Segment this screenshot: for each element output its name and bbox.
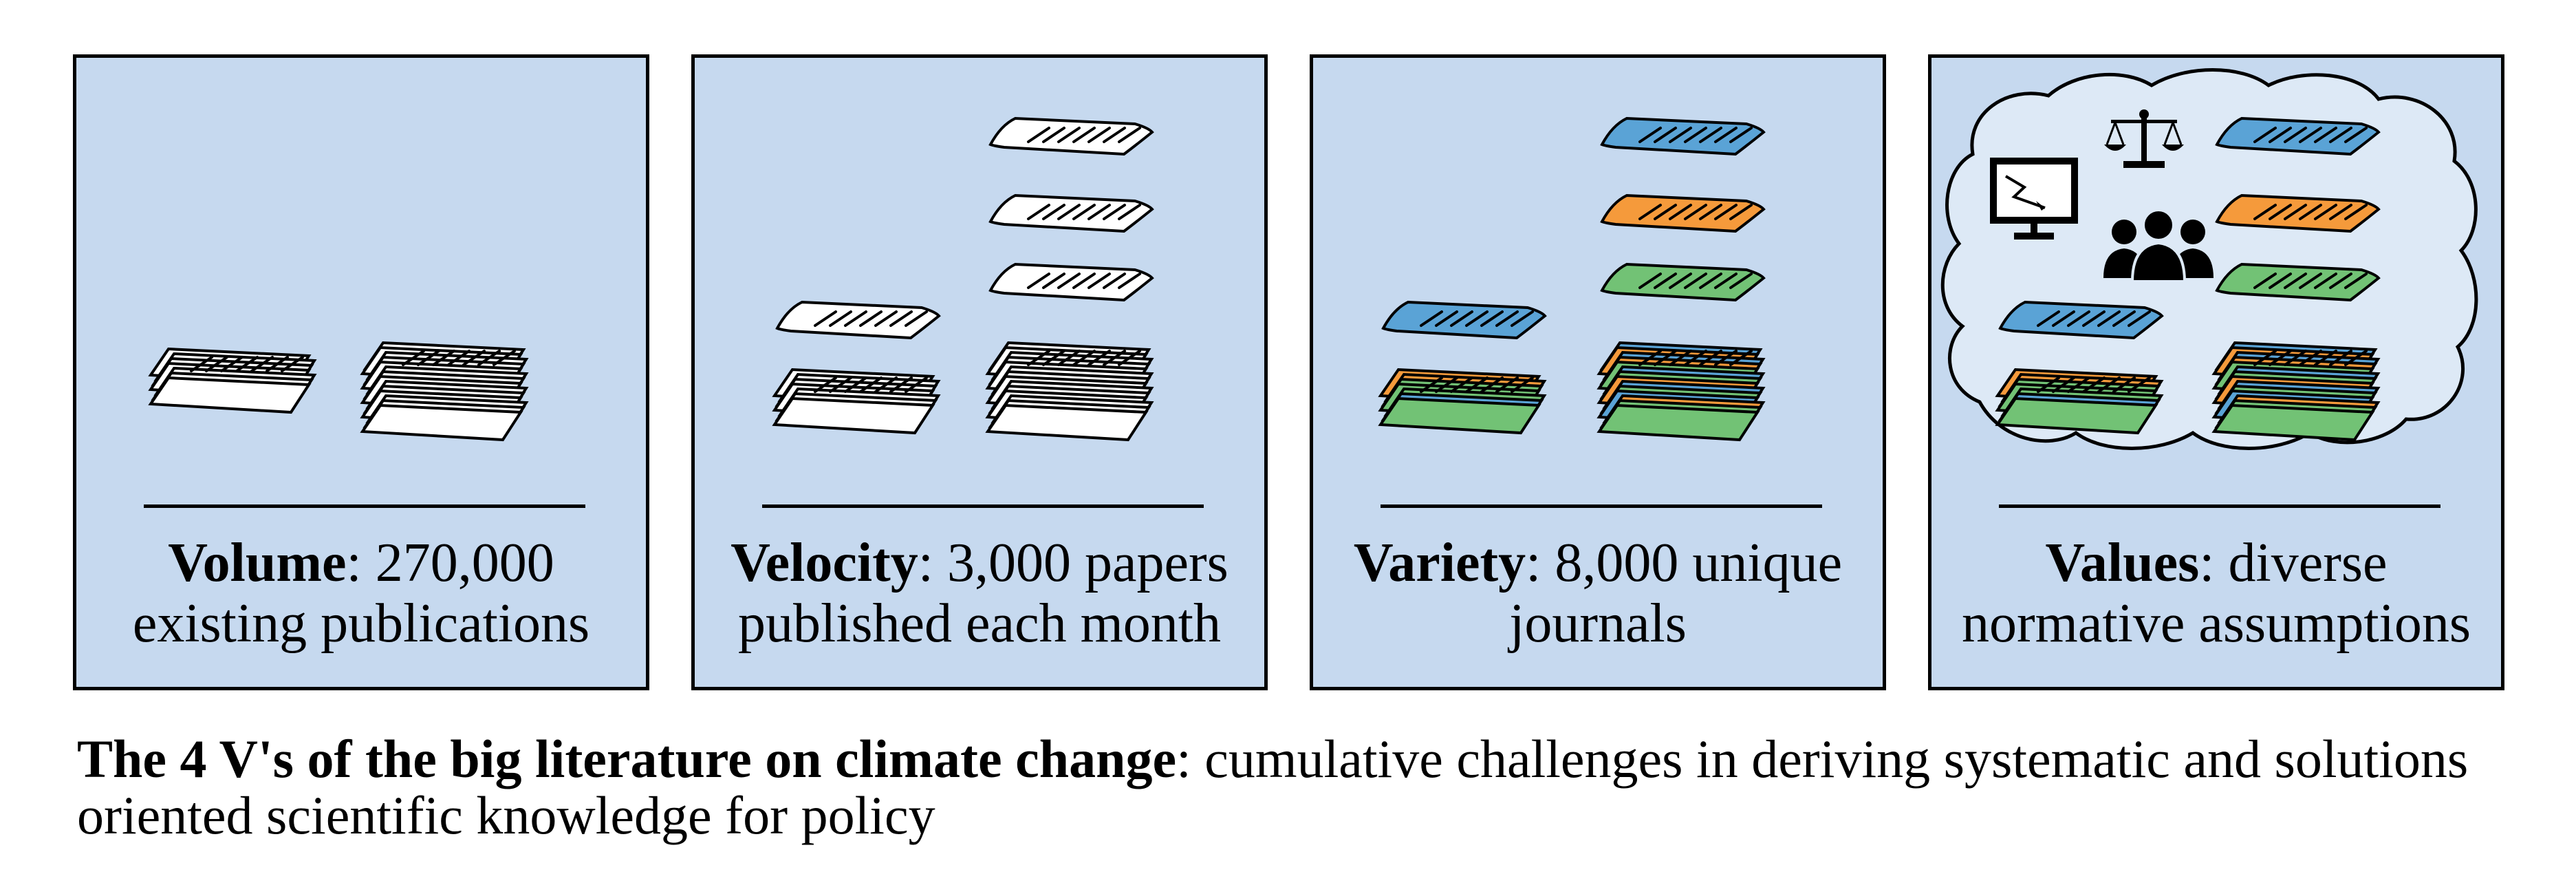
panel-label: Velocity: 3,000 papers published each mo… [730,533,1229,654]
paper-sheet-icon [1998,300,2164,340]
paper-sheet-icon [1600,193,1766,233]
caption-text: : cumulative challenges in deriving syst… [77,729,2469,845]
paper-sheet-icon [775,300,941,340]
panel-label: Variety: 8,000 unique journals [1353,533,1843,654]
paper-stack-icon-small [1378,368,1547,435]
panel-volume: Volume: 270,000 existing publications [73,54,649,690]
paper-sheet-icon [988,193,1154,233]
panel-divider [144,504,585,508]
paper-stack-icon-large [2211,341,2381,442]
panel-label: Values: diverse normative assumptions [1962,533,2471,654]
panel-label: Volume: 270,000 existing publications [132,533,590,654]
people-group-icon [2103,209,2214,283]
variety-illustration [1378,116,1766,442]
panel-term: Volume [168,533,347,593]
paper-sheet-icon [1600,116,1766,156]
paper-stack-icon-small [148,347,317,414]
panel-divider [762,504,1204,508]
panel-term: Variety [1353,533,1526,593]
paper-stack-icon-large [1597,341,1766,442]
figure-caption: The 4 V's of the big literature on clima… [77,731,2526,844]
panel-values: Values: diverse normative assumptions [1928,54,2504,690]
velocity-illustration [772,116,1154,442]
panel-term: Values [2045,533,2200,593]
panel-term: Velocity [730,533,918,593]
panel-divider [1381,504,1822,508]
scales-icon [2104,109,2184,168]
paper-sheet-icon [2215,116,2381,156]
panel-divider [1999,504,2440,508]
paper-sheet-icon [1600,262,1766,302]
paper-stack-icon-large [985,341,1154,442]
caption-title: The 4 V's of the big literature on clima… [77,729,1177,789]
monitor-chart-icon [1990,158,2078,240]
paper-stack-icon-small [772,368,941,435]
volume-illustration [148,341,529,442]
paper-sheet-icon [988,116,1154,156]
panel-variety: Variety: 8,000 unique journals [1310,54,1886,690]
paper-sheet-icon [988,262,1154,302]
paper-sheet-icon [1381,300,1547,340]
values-illustration [1940,68,2478,450]
panel-velocity: Velocity: 3,000 papers published each mo… [691,54,1268,690]
paper-stack-icon-small [1995,368,2164,435]
paper-sheet-icon [2215,193,2381,233]
paper-sheet-icon [2215,262,2381,302]
paper-stack-icon-large [360,341,529,442]
